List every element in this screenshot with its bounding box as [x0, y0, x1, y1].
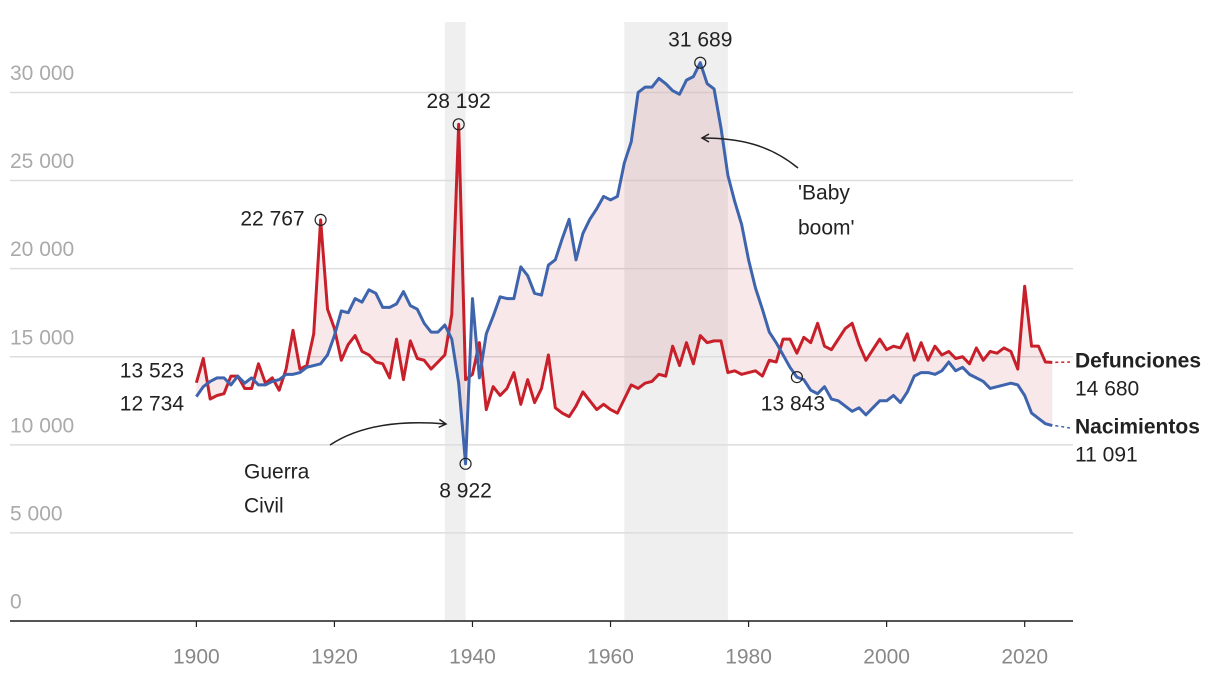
x-tick-label: 2020: [1001, 646, 1048, 669]
y-tick-label: 5 000: [10, 502, 63, 525]
x-tick-label: 1980: [725, 646, 772, 669]
gap-area: [196, 62, 1053, 464]
annotation-label: 31 689: [668, 28, 732, 51]
start-label: 12 734: [120, 393, 185, 416]
legend-label: Nacimientos: [1075, 416, 1200, 439]
x-tick-label: 1960: [587, 646, 634, 669]
end-connector: [1055, 424, 1071, 429]
annotation-label: 28 192: [427, 90, 491, 113]
note-text: Civil: [244, 495, 284, 518]
annotation-label: 22 767: [240, 207, 304, 230]
labels: 13 523 Defunciones 14 680 12 734 Nacimientos…: [120, 28, 1201, 502]
annotation-point: [452, 118, 465, 131]
x-tick-label: 1920: [311, 646, 358, 669]
annotation-point: [790, 371, 803, 384]
annotation-label: 8 922: [439, 479, 492, 502]
y-tick-label: 25 000: [10, 150, 74, 173]
annotation-point: [459, 457, 472, 470]
bands: [444, 22, 728, 621]
end-label: 11 091: [1075, 444, 1138, 467]
arrow: [329, 418, 448, 446]
y-tick-label: 0: [10, 591, 22, 614]
y-tick-label: 20 000: [10, 238, 74, 261]
note-text: boom': [798, 217, 855, 240]
series-line: [194, 122, 1053, 419]
x-tick-label: 1940: [449, 646, 496, 669]
y-tick-label: 30 000: [10, 62, 74, 85]
arrow: [700, 133, 799, 169]
shaded-range: [624, 22, 728, 621]
legend-label: Defunciones: [1075, 350, 1201, 373]
annotation-point: [694, 56, 707, 69]
note-text: 'Baby: [798, 182, 850, 205]
start-label: 13 523: [120, 360, 184, 383]
series-line: [195, 61, 1053, 466]
end-label: 14 680: [1075, 378, 1139, 401]
annotation-label: 13 843: [761, 393, 825, 416]
x-tick-label: 2000: [863, 646, 910, 669]
y-tick-label: 10 000: [10, 414, 74, 437]
note-text: Guerra: [244, 461, 310, 484]
grid: 0 5 000 10 000 15 000 20 000 25 000 30 000 1900…: [10, 62, 1073, 669]
plot: [194, 61, 1053, 466]
x-tick-label: 1900: [173, 646, 220, 669]
annotation-point: [314, 213, 327, 226]
y-tick-label: 15 000: [10, 326, 74, 349]
